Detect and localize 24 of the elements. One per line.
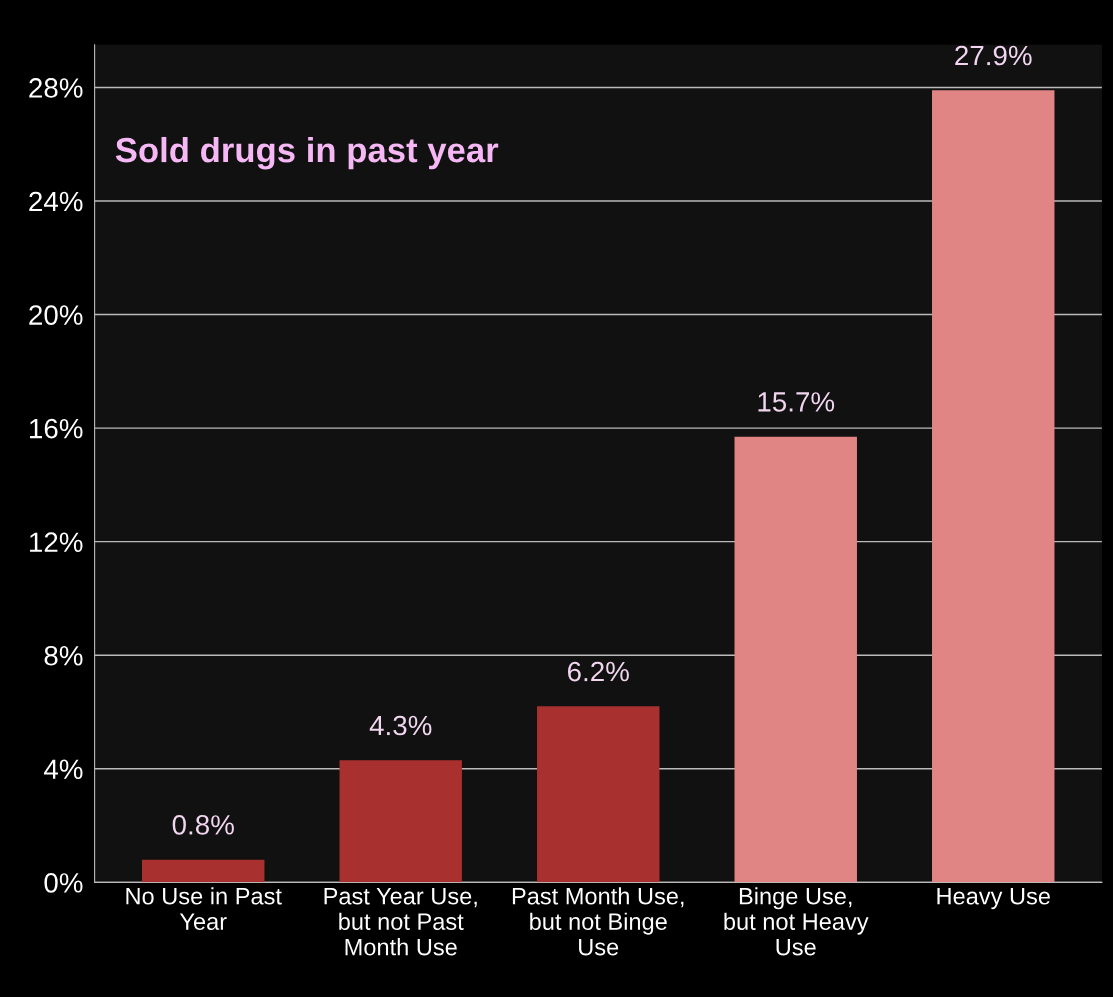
x-tick-label: Heavy Use <box>937 888 1050 910</box>
data-label: 0.8% <box>172 815 234 835</box>
bar <box>932 90 1055 883</box>
x-tick-label: No Use in Past Year <box>126 887 282 930</box>
text: Sold drugs in past year <box>115 136 499 170</box>
data-label: 15.7% <box>758 392 835 412</box>
y-tick-label: 20% <box>29 305 83 325</box>
x-tick-label: Past Month Use, but not Binge Use <box>512 887 684 956</box>
bar <box>142 859 265 883</box>
y-tick-label: 4% <box>43 759 83 780</box>
bar <box>339 760 462 883</box>
bar <box>734 436 857 883</box>
y-tick-label: 8% <box>44 645 83 666</box>
data-label: 4.3% <box>369 715 432 736</box>
data-label: 6.2% <box>567 661 629 682</box>
x-tick-label: Past Year Use, but not Past Month Use <box>324 888 477 956</box>
bar <box>537 706 660 883</box>
y-tick-label: 0% <box>44 873 83 893</box>
y-tick-label: 28% <box>29 78 83 98</box>
y-tick-label: 12% <box>30 532 83 552</box>
data-label: 27.9% <box>955 45 1032 66</box>
x-tick-label: Binge Use, but not Heavy Use <box>724 887 869 956</box>
y-tick-label: 16% <box>30 418 83 439</box>
y-tick-label: 24% <box>29 191 83 212</box>
